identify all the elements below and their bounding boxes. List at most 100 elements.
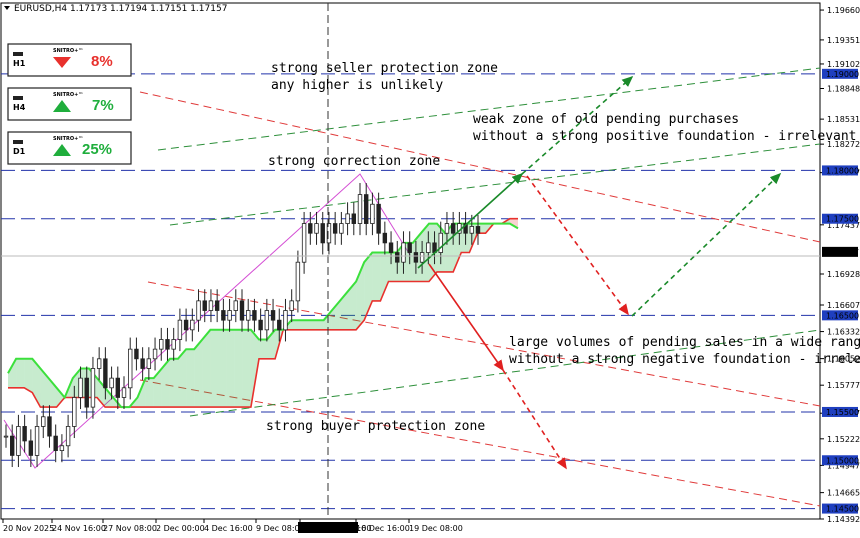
indicator-box-d1[interactable]: D1 SNITRO+™ 25% [7, 131, 132, 165]
candle-body [239, 300, 245, 321]
level-label: 1.19000 [826, 70, 859, 79]
channel-line [139, 379, 821, 507]
indicator-box-h1[interactable]: H1 SNITRO+™ 8% [7, 43, 132, 77]
candle-body [388, 242, 394, 253]
level-label-bg [822, 455, 858, 466]
horizontal-levels [1, 73, 820, 510]
cloud-segment [48, 378, 57, 408]
time-tick-label: 16 Dec 16:00 [356, 524, 410, 533]
candle-body [364, 194, 369, 224]
time-cursor-label: 2025.12.15 00:00 [300, 524, 371, 533]
candle-body [419, 252, 425, 263]
cloud-segment [420, 223, 429, 282]
price-tick-label: 1.14665 [827, 489, 860, 498]
candle-body [103, 358, 108, 389]
annotation-correction-zone: strong correction zone [268, 154, 440, 169]
level-label-bg [822, 503, 858, 514]
candle-body [28, 440, 34, 456]
symbol-dropdown-icon[interactable] [4, 6, 10, 10]
time-cursor-label-bg [298, 522, 358, 533]
symbol-header: EURUSD,H4 1.17173 1.17194 1.17151 1.1715… [14, 4, 227, 14]
cloud-segment [210, 329, 219, 408]
candle-body [277, 319, 282, 331]
candle-body [301, 223, 307, 263]
candle-body [41, 416, 46, 427]
candle-body [196, 300, 201, 321]
time-tick-label: 19 Dec 08:00 [409, 524, 463, 533]
level-label: 1.16500 [826, 311, 859, 320]
candle-body [22, 426, 27, 442]
forecast-arrows [417, 75, 782, 470]
annotation-seller-zone-2: any higher is unlikely [271, 78, 443, 93]
price-tick-label: 1.16928 [827, 270, 860, 279]
candle-body [171, 339, 176, 350]
price-tick-label: 1.19102 [827, 60, 860, 69]
candle-body [345, 213, 350, 224]
price-tick-label: 1.18848 [827, 85, 860, 94]
cloud-segment [194, 339, 203, 408]
level-label-bg [822, 68, 858, 79]
price-tick-label: 1.16332 [827, 328, 860, 337]
candle-body [59, 445, 65, 451]
candle-body [227, 310, 232, 321]
annotation-pending-sales-2: without a strong negative foundation - i… [509, 352, 860, 367]
level-label-bg [822, 310, 858, 321]
annotation-pending-sales: large volumes of pending sales in a wide… [509, 335, 860, 350]
price-tick-label: 1.14947 [827, 461, 860, 470]
cloud-segment [105, 387, 114, 408]
candle-body [252, 310, 257, 321]
candle-body [475, 226, 481, 234]
cloud-segment [218, 329, 227, 408]
level-label: 1.15500 [826, 408, 859, 417]
candle-body [16, 426, 21, 456]
candle-body [270, 310, 276, 321]
indicator-logo-icon [13, 52, 23, 56]
price-tick-label: 1.19351 [827, 36, 860, 45]
indicator-timeframe: D1 [13, 147, 26, 156]
candle-body [47, 416, 52, 437]
candles [3, 182, 481, 468]
cloud-segment [259, 339, 267, 359]
price-tick-label: 1.16052 [827, 355, 860, 364]
cloud-segment [372, 252, 381, 301]
forecast-arrow [631, 172, 782, 317]
candle-body [314, 223, 319, 234]
candle-body [382, 232, 388, 244]
indicator-box-h4[interactable]: H4 SNITRO+™ 7% [7, 87, 132, 121]
indicator-value: 8% [91, 53, 113, 70]
candle-body [109, 377, 114, 389]
indicator-box-frame [7, 131, 132, 165]
candle-body [357, 194, 363, 224]
cloud-segment [509, 218, 518, 229]
annotation-weak-zone: weak zone of old pending purchases [473, 112, 739, 127]
cloud-segment [348, 281, 357, 330]
candle-body [115, 377, 120, 398]
cloud-segment [178, 349, 187, 408]
candle-body [450, 223, 456, 234]
cloud-segment [267, 329, 276, 359]
candle-body [308, 223, 313, 234]
cloud-segment [291, 320, 300, 330]
cloud-segment [202, 329, 211, 408]
indicator-box-frame [7, 87, 132, 121]
level-label-bg [822, 406, 858, 417]
price-tick-label: 1.17437 [827, 221, 860, 230]
candle-body [233, 300, 238, 311]
cloud-segment [364, 252, 373, 321]
cloud-segment [307, 320, 316, 330]
price-tick-label: 1.15777 [827, 381, 860, 390]
indicator-box-frame [7, 43, 132, 77]
candle-body [289, 300, 294, 311]
channel-line [169, 143, 821, 226]
candle-body [208, 300, 214, 311]
cloud-segment [40, 368, 49, 408]
level-label: 1.14500 [826, 505, 859, 514]
cloud-segment [56, 387, 65, 408]
annotation-weak-zone-2: without a strong positive foundation - i… [473, 129, 857, 144]
indicator-value: 25% [82, 141, 112, 158]
price-tick-label: 1.18272 [827, 140, 860, 149]
price-tick-label: 1.19660 [827, 6, 860, 15]
candle-body [72, 397, 77, 427]
